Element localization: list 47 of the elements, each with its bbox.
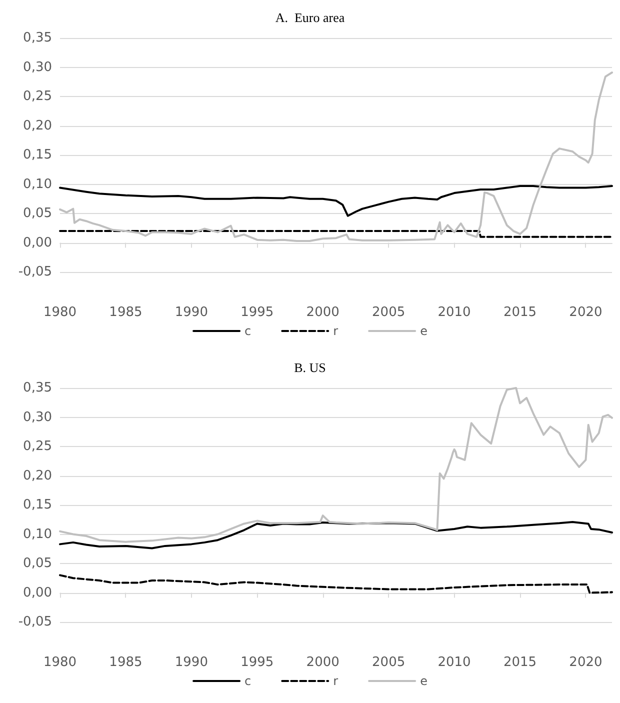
y-tick-label: 0,00 (23, 585, 52, 600)
legend-label: e (420, 674, 428, 688)
line-series (59, 387, 613, 543)
x-tick-label: 2015 (503, 655, 537, 670)
y-tick-label: 0,20 (23, 468, 52, 484)
x-tick-label: 2000 (306, 305, 340, 320)
legend-label: c (244, 324, 252, 338)
y-tick-label: 0,20 (23, 118, 52, 134)
x-tick-label: 2020 (569, 305, 602, 320)
y-tick-label: 0,05 (23, 556, 52, 571)
x-tick-label: 1980 (43, 305, 77, 320)
y-tick-label: 0,30 (23, 410, 52, 425)
y-tick-label: 0,00 (23, 235, 52, 250)
y-tick-label: 0,25 (23, 439, 52, 454)
y-tick-label: 0,10 (23, 176, 52, 192)
y-tick-label: 0,35 (23, 30, 52, 46)
x-tick-label: 2005 (372, 655, 406, 670)
x-tick-label: 2010 (438, 655, 471, 670)
legend-label: r (333, 674, 338, 688)
x-tick-label: 1980 (43, 655, 77, 670)
y-tick-label: -0,05 (18, 614, 52, 630)
x-tick-label: 1995 (240, 655, 274, 670)
chart-title: B. US (294, 360, 326, 375)
y-tick-label: 0,30 (23, 60, 52, 75)
x-tick-label: 2005 (372, 305, 406, 320)
x-tick-label: 1985 (109, 655, 142, 670)
legend-label: r (333, 324, 338, 338)
line-series (59, 185, 613, 217)
y-tick-label: 0,35 (23, 380, 52, 396)
y-tick-label: 0,15 (23, 148, 52, 162)
x-tick-label: 2010 (438, 305, 471, 320)
legend-label: e (420, 324, 428, 338)
line-series (59, 520, 613, 550)
y-tick-label: 0,05 (23, 206, 52, 221)
legend-label: c (244, 674, 252, 688)
x-tick-label: 2015 (503, 305, 537, 320)
x-tick-label: 1995 (240, 305, 274, 320)
x-tick-label: 2020 (569, 655, 602, 670)
x-tick-label: 1990 (174, 305, 208, 320)
y-tick-label: 0,10 (23, 526, 52, 542)
x-tick-label: 1990 (174, 655, 208, 670)
y-tick-label: 0,25 (23, 89, 52, 104)
y-tick-label: -0,05 (18, 264, 52, 280)
x-tick-label: 2000 (306, 655, 340, 670)
chart-title: A. Euro area (275, 10, 345, 25)
y-tick-label: 0,15 (23, 498, 52, 512)
x-tick-label: 1985 (109, 305, 142, 320)
